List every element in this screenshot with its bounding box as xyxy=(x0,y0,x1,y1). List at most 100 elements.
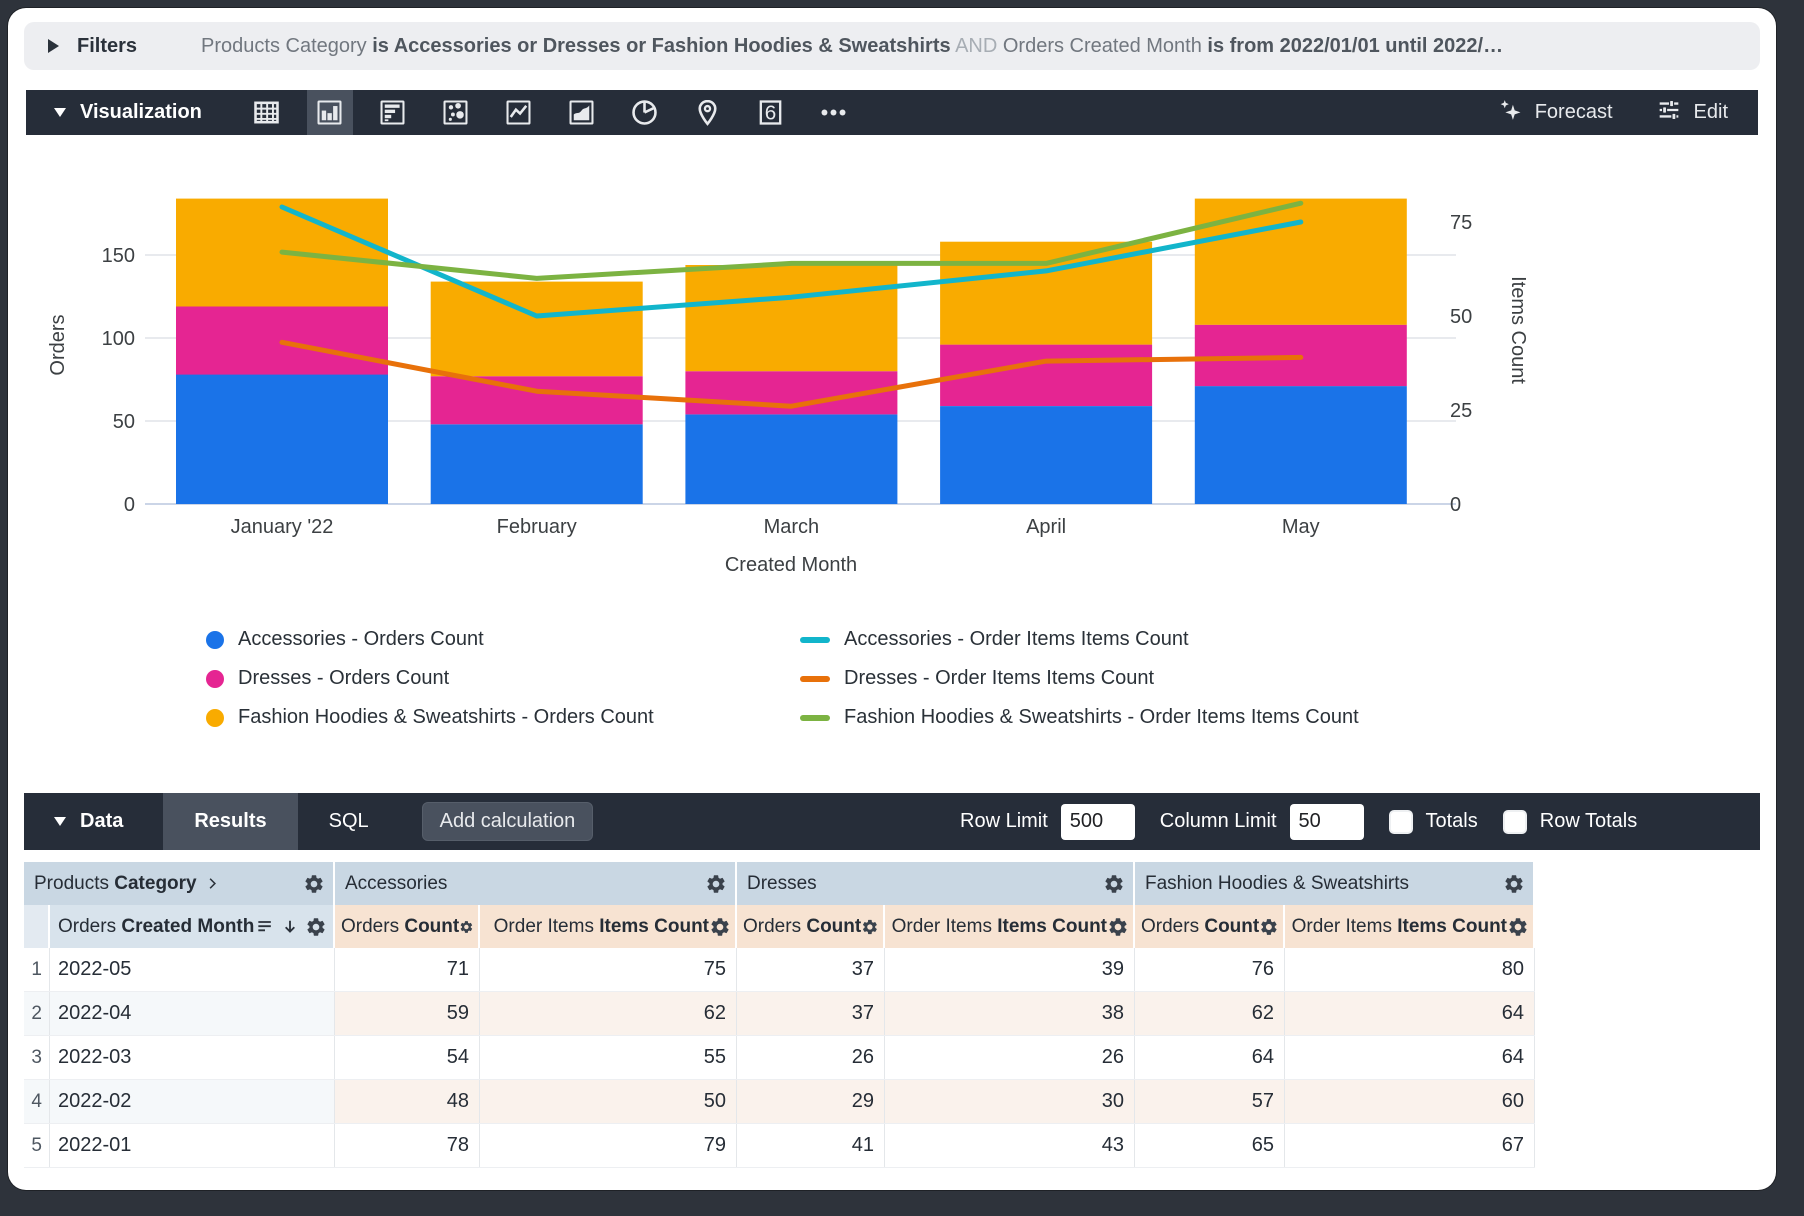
collapse-data-icon[interactable] xyxy=(54,817,66,826)
orders-created-month-header[interactable]: Orders Created Month xyxy=(50,905,335,948)
measure-column-header[interactable]: Orders Count xyxy=(335,905,480,948)
month-cell[interactable]: 2022-04 xyxy=(50,992,335,1035)
gear-icon[interactable] xyxy=(705,873,727,895)
value-cell[interactable]: 37 xyxy=(737,992,885,1035)
pie-chart-viz-icon[interactable] xyxy=(622,90,668,135)
line-chart-viz-icon[interactable] xyxy=(496,90,542,135)
value-cell[interactable]: 76 xyxy=(1135,948,1285,991)
value-cell[interactable]: 55 xyxy=(480,1036,737,1079)
value-cell[interactable]: 26 xyxy=(885,1036,1135,1079)
filters-bar[interactable]: Filters Products Category is Accessories… xyxy=(24,22,1760,70)
value-cell[interactable]: 64 xyxy=(1285,992,1535,1035)
line-series[interactable] xyxy=(279,200,1304,281)
gear-icon[interactable] xyxy=(1107,916,1129,938)
bar-segment[interactable] xyxy=(430,424,643,504)
column-chart-viz-icon[interactable] xyxy=(306,90,353,135)
legend-item[interactable]: Dresses - Orders Count xyxy=(206,665,654,692)
value-cell[interactable]: 39 xyxy=(885,948,1135,991)
legend-item[interactable]: Fashion Hoodies & Sweatshirts - Orders C… xyxy=(206,704,654,731)
edit-button[interactable]: Edit xyxy=(1655,96,1728,130)
subtotals-icon[interactable] xyxy=(255,917,275,937)
measure-column-header[interactable]: Order Items Items Count xyxy=(1285,905,1535,948)
pivot-section-header[interactable]: Accessories xyxy=(335,862,737,905)
value-cell[interactable]: 43 xyxy=(885,1124,1135,1167)
map-viz-icon[interactable] xyxy=(685,90,731,135)
month-cell[interactable]: 2022-05 xyxy=(50,948,335,991)
line-series[interactable] xyxy=(279,339,1304,409)
value-cell[interactable]: 80 xyxy=(1285,948,1535,991)
gear-icon[interactable] xyxy=(1259,916,1279,938)
value-cell[interactable]: 41 xyxy=(737,1124,885,1167)
tab-results[interactable]: Results xyxy=(163,793,298,850)
measure-column-header[interactable]: Orders Count xyxy=(1135,905,1285,948)
value-cell[interactable]: 64 xyxy=(1285,1036,1535,1079)
bar-segment[interactable] xyxy=(1194,198,1407,325)
value-cell[interactable]: 65 xyxy=(1135,1124,1285,1167)
bar-segment[interactable] xyxy=(940,406,1153,504)
value-cell[interactable]: 37 xyxy=(737,948,885,991)
month-cell[interactable]: 2022-03 xyxy=(50,1036,335,1079)
row-totals-checkbox[interactable] xyxy=(1502,809,1527,834)
value-cell[interactable]: 48 xyxy=(335,1080,480,1123)
bar-segment[interactable] xyxy=(430,376,643,425)
legend-item[interactable]: Accessories - Order Items Items Count xyxy=(800,626,1359,653)
measure-column-header[interactable]: Order Items Items Count xyxy=(480,905,737,948)
value-cell[interactable]: 67 xyxy=(1285,1124,1535,1167)
scatter-viz-icon[interactable] xyxy=(433,90,479,135)
measure-column-header[interactable]: Orders Count xyxy=(737,905,885,948)
gear-icon[interactable] xyxy=(1507,916,1529,938)
measure-column-header[interactable]: Order Items Items Count xyxy=(885,905,1135,948)
pivot-section-header[interactable]: Fashion Hoodies & Sweatshirts xyxy=(1135,862,1535,905)
value-cell[interactable]: 79 xyxy=(480,1124,737,1167)
value-cell[interactable]: 26 xyxy=(737,1036,885,1079)
bar-segment[interactable] xyxy=(176,374,388,505)
value-cell[interactable]: 57 xyxy=(1135,1080,1285,1123)
value-cell[interactable]: 59 xyxy=(335,992,480,1035)
forecast-button[interactable]: Forecast xyxy=(1496,96,1613,130)
pivot-section-header[interactable]: Dresses xyxy=(737,862,1135,905)
value-cell[interactable]: 60 xyxy=(1285,1080,1535,1123)
chevron-right-icon[interactable] xyxy=(203,874,222,893)
gear-icon[interactable] xyxy=(1103,873,1125,895)
line-series[interactable] xyxy=(279,204,1304,319)
value-cell[interactable]: 30 xyxy=(885,1080,1135,1123)
expand-filters-icon[interactable] xyxy=(48,39,59,53)
month-cell[interactable]: 2022-02 xyxy=(50,1080,335,1123)
value-cell[interactable]: 50 xyxy=(480,1080,737,1123)
more-viz-icon[interactable] xyxy=(811,90,857,135)
gear-icon[interactable] xyxy=(459,916,474,938)
value-cell[interactable]: 71 xyxy=(335,948,480,991)
table-viz-icon[interactable] xyxy=(244,90,290,135)
legend-item[interactable]: Dresses - Order Items Items Count xyxy=(800,665,1359,692)
value-cell[interactable]: 29 xyxy=(737,1080,885,1123)
gear-icon[interactable] xyxy=(709,916,731,938)
bar-segment[interactable] xyxy=(685,414,898,504)
collapse-visualization-icon[interactable] xyxy=(54,108,66,117)
bar-segment[interactable] xyxy=(685,265,898,372)
bar-segment[interactable] xyxy=(1194,386,1407,504)
sort-desc-icon[interactable] xyxy=(280,917,300,937)
value-cell[interactable]: 62 xyxy=(480,992,737,1035)
bar-chart-viz-icon[interactable] xyxy=(370,90,416,135)
area-chart-viz-icon[interactable] xyxy=(559,90,605,135)
legend-item[interactable]: Accessories - Orders Count xyxy=(206,626,654,653)
value-cell[interactable]: 64 xyxy=(1135,1036,1285,1079)
value-cell[interactable]: 54 xyxy=(335,1036,480,1079)
month-cell[interactable]: 2022-01 xyxy=(50,1124,335,1167)
totals-checkbox[interactable] xyxy=(1388,809,1413,834)
single-value-viz-icon[interactable]: 6 xyxy=(748,90,794,135)
value-cell[interactable]: 75 xyxy=(480,948,737,991)
add-calculation-button[interactable]: Add calculation xyxy=(421,802,594,841)
dimension-section-header[interactable]: Products Category xyxy=(24,862,335,905)
value-cell[interactable]: 78 xyxy=(335,1124,480,1167)
gear-icon[interactable] xyxy=(303,873,325,895)
row-limit-input[interactable] xyxy=(1060,803,1135,840)
tab-sql[interactable]: SQL xyxy=(328,810,369,832)
bar-segment[interactable] xyxy=(430,281,643,377)
value-cell[interactable]: 62 xyxy=(1135,992,1285,1035)
value-cell[interactable]: 38 xyxy=(885,992,1135,1035)
column-limit-input[interactable] xyxy=(1289,803,1364,840)
gear-icon[interactable] xyxy=(861,916,879,938)
legend-item[interactable]: Fashion Hoodies & Sweatshirts - Order It… xyxy=(800,704,1359,731)
gear-icon[interactable] xyxy=(305,916,327,938)
